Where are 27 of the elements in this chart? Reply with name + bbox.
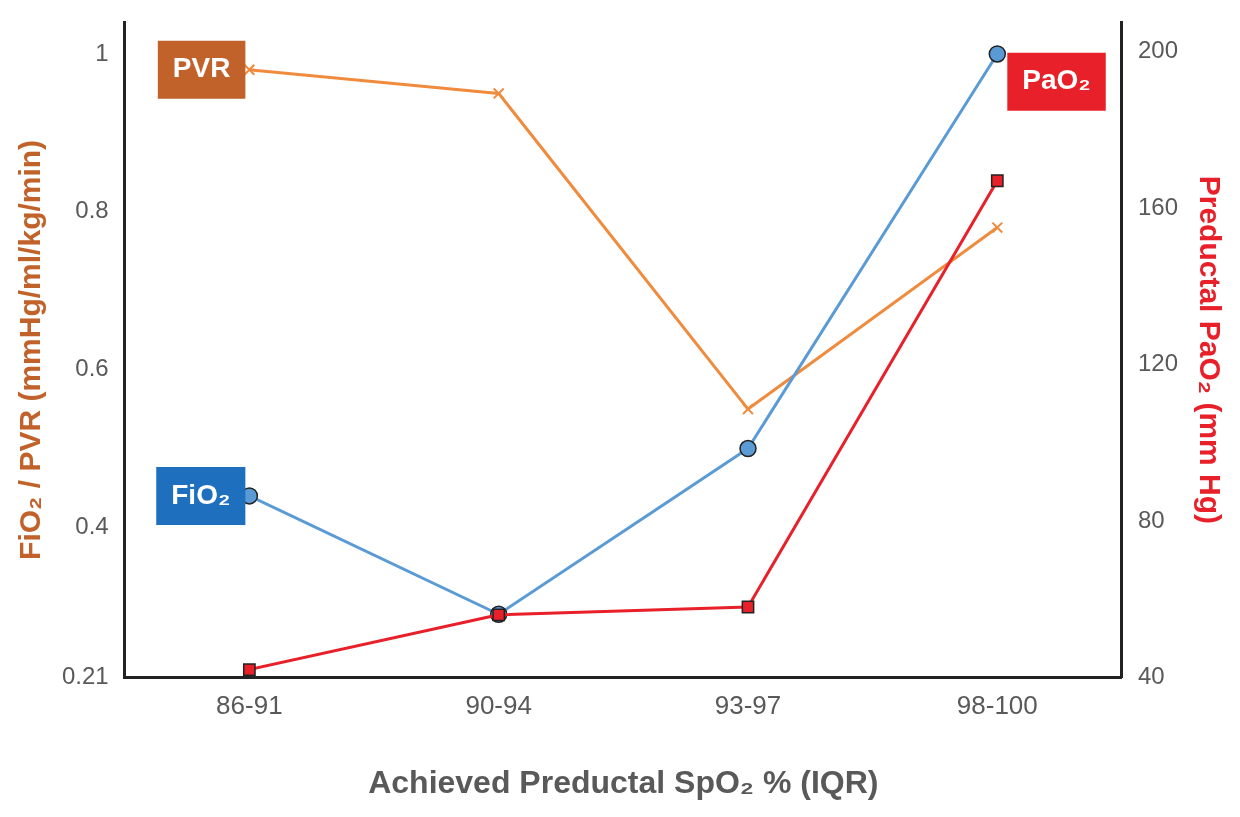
- y2-tick-label: 80: [1137, 505, 1165, 533]
- y-tick-label: 0.8: [75, 196, 109, 224]
- point: [492, 87, 505, 100]
- y-axis-title: FiO₂ / PVR (mmHg/ml/kg/min): [13, 139, 47, 560]
- y-tick-label: 1: [95, 38, 109, 66]
- y-tick-label: 0.4: [75, 512, 109, 540]
- y2-tick-label: 40: [1137, 662, 1165, 690]
- x-tick-label: 93-97: [714, 690, 782, 721]
- y2-tick-label: 120: [1137, 349, 1178, 377]
- point: [739, 439, 757, 458]
- y2-tick-label: 160: [1137, 192, 1178, 220]
- y-tick-label: 0.21: [61, 662, 109, 690]
- text: PaO₂: [1022, 64, 1091, 96]
- point: [242, 663, 256, 676]
- y2-tick-label: 200: [1137, 36, 1178, 64]
- series-label: FiO₂: [171, 478, 231, 510]
- series-label: PVR: [172, 52, 231, 84]
- y2-axis-title: Preductal PaO₂ (mm Hg): [1193, 175, 1227, 525]
- x-tick-label: 86-91: [216, 690, 283, 721]
- point: [990, 174, 1004, 188]
- x-tick-label: 98-100: [956, 690, 1038, 721]
- point: [988, 45, 1007, 63]
- point: [742, 403, 754, 416]
- y-tick-label: 0.6: [75, 354, 109, 382]
- x-axis-title: Achieved Preductal SpO₂ % (IQR): [368, 763, 879, 800]
- point: [991, 221, 1004, 234]
- x-tick-label: 90-94: [465, 690, 532, 721]
